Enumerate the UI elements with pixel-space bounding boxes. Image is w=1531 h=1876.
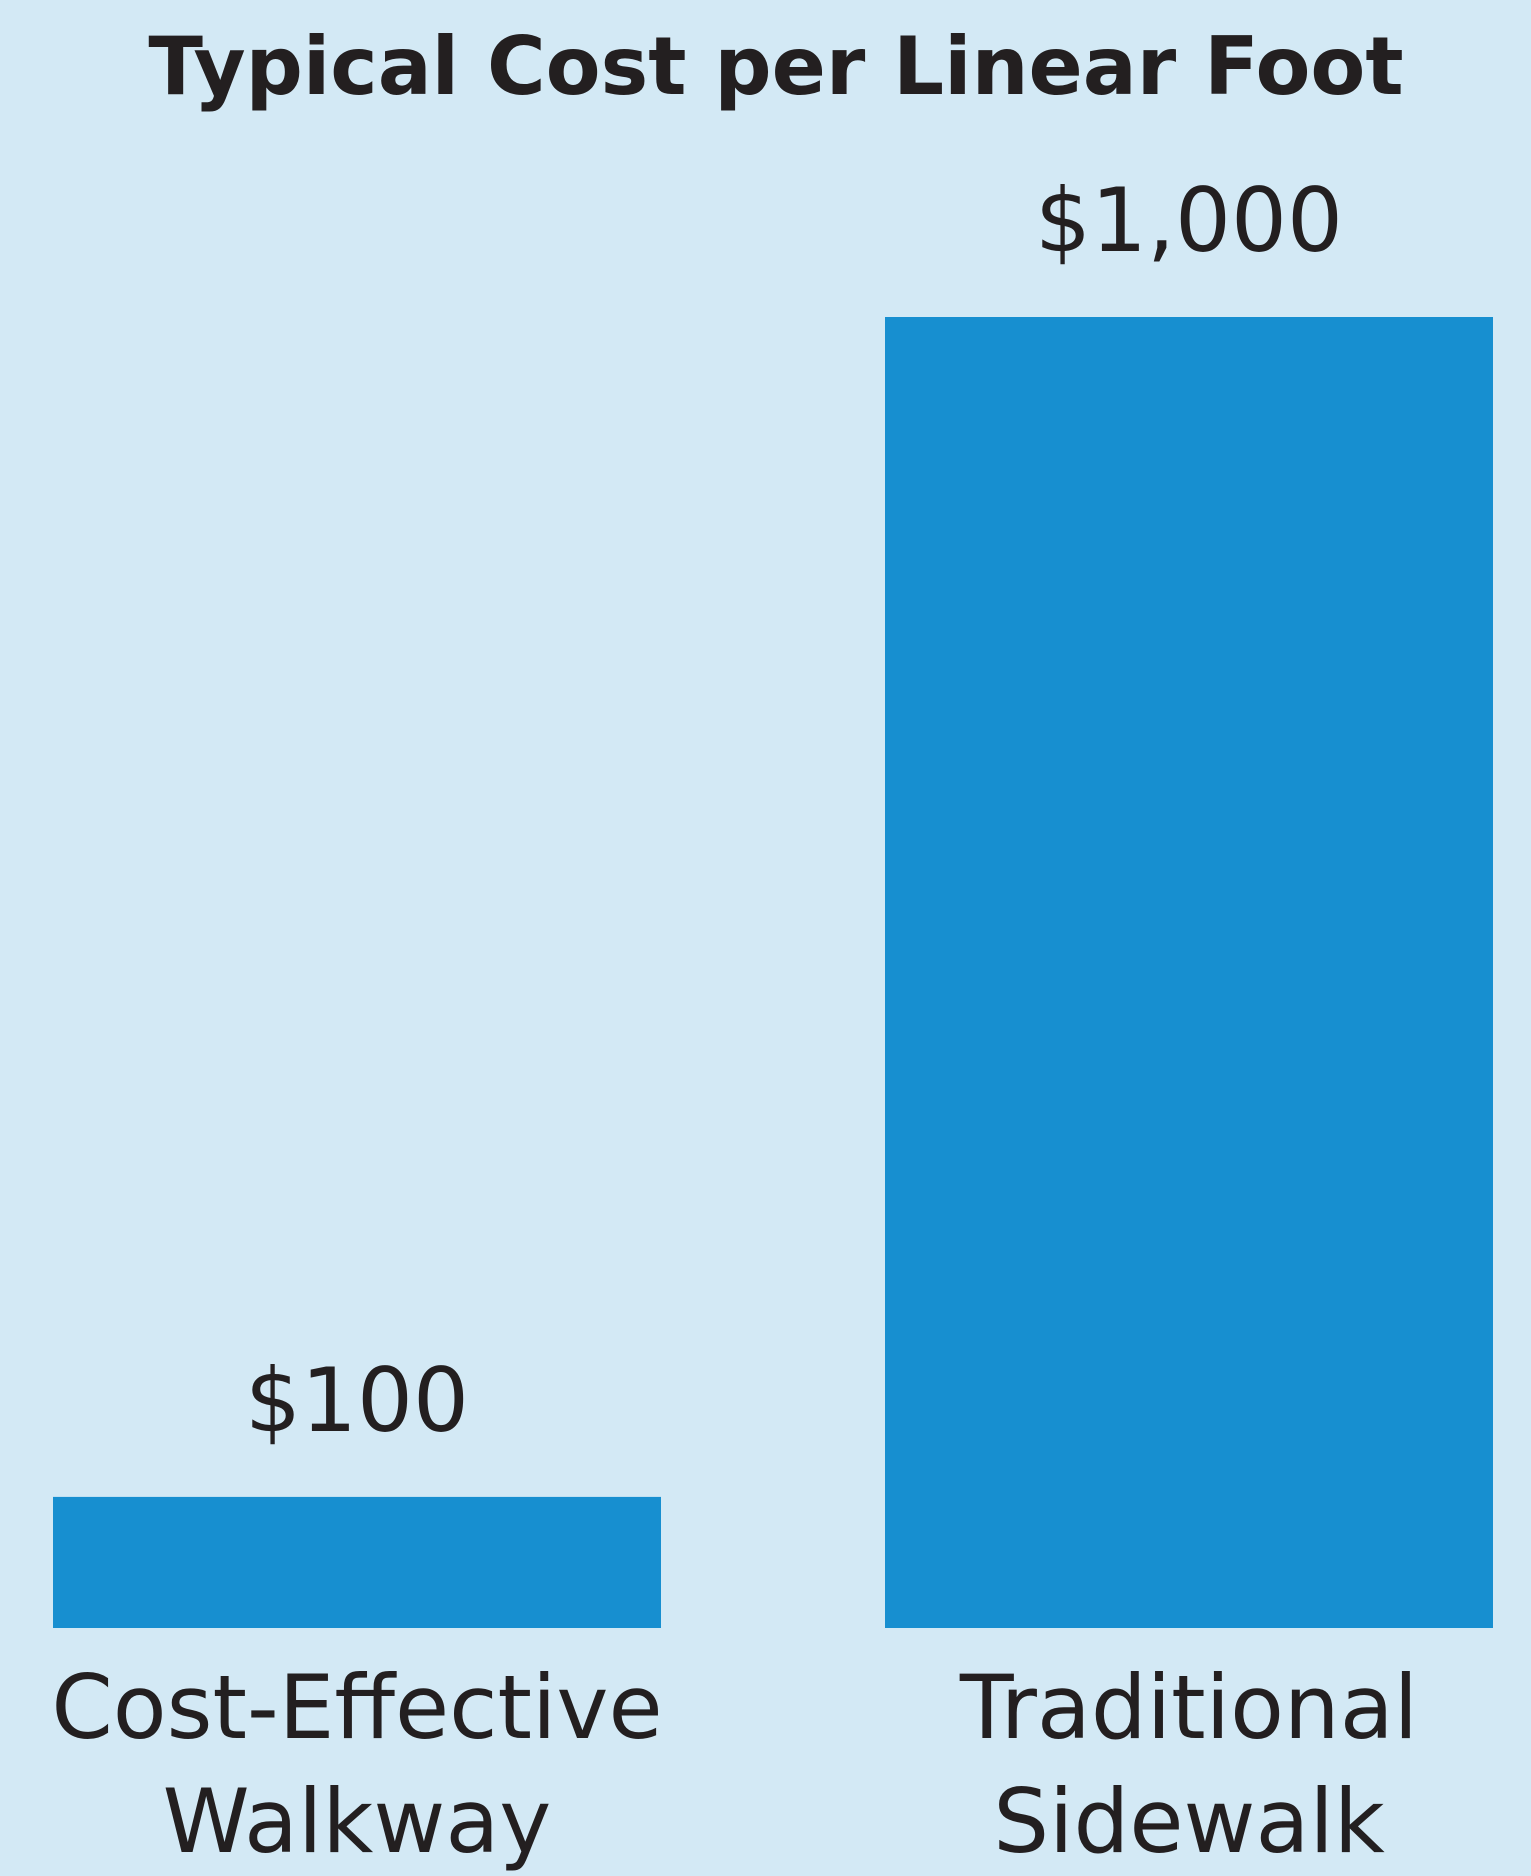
x-tick-label: Traditional Sidewalk [959,1656,1418,1873]
bar [885,317,1493,1628]
x-tick-label: Cost-Effective Walkway [51,1656,662,1873]
label-line: Sidewalk [993,1770,1385,1873]
chart-title: Typical Cost per Linear Foot [148,20,1403,113]
value-label: $100 [245,1349,469,1452]
label-line: Cost-Effective [51,1656,662,1759]
bar [53,1496,661,1628]
label-line: Walkway [163,1770,552,1873]
label-line: Traditional [959,1656,1418,1759]
value-label: $1,000 [1035,169,1343,272]
